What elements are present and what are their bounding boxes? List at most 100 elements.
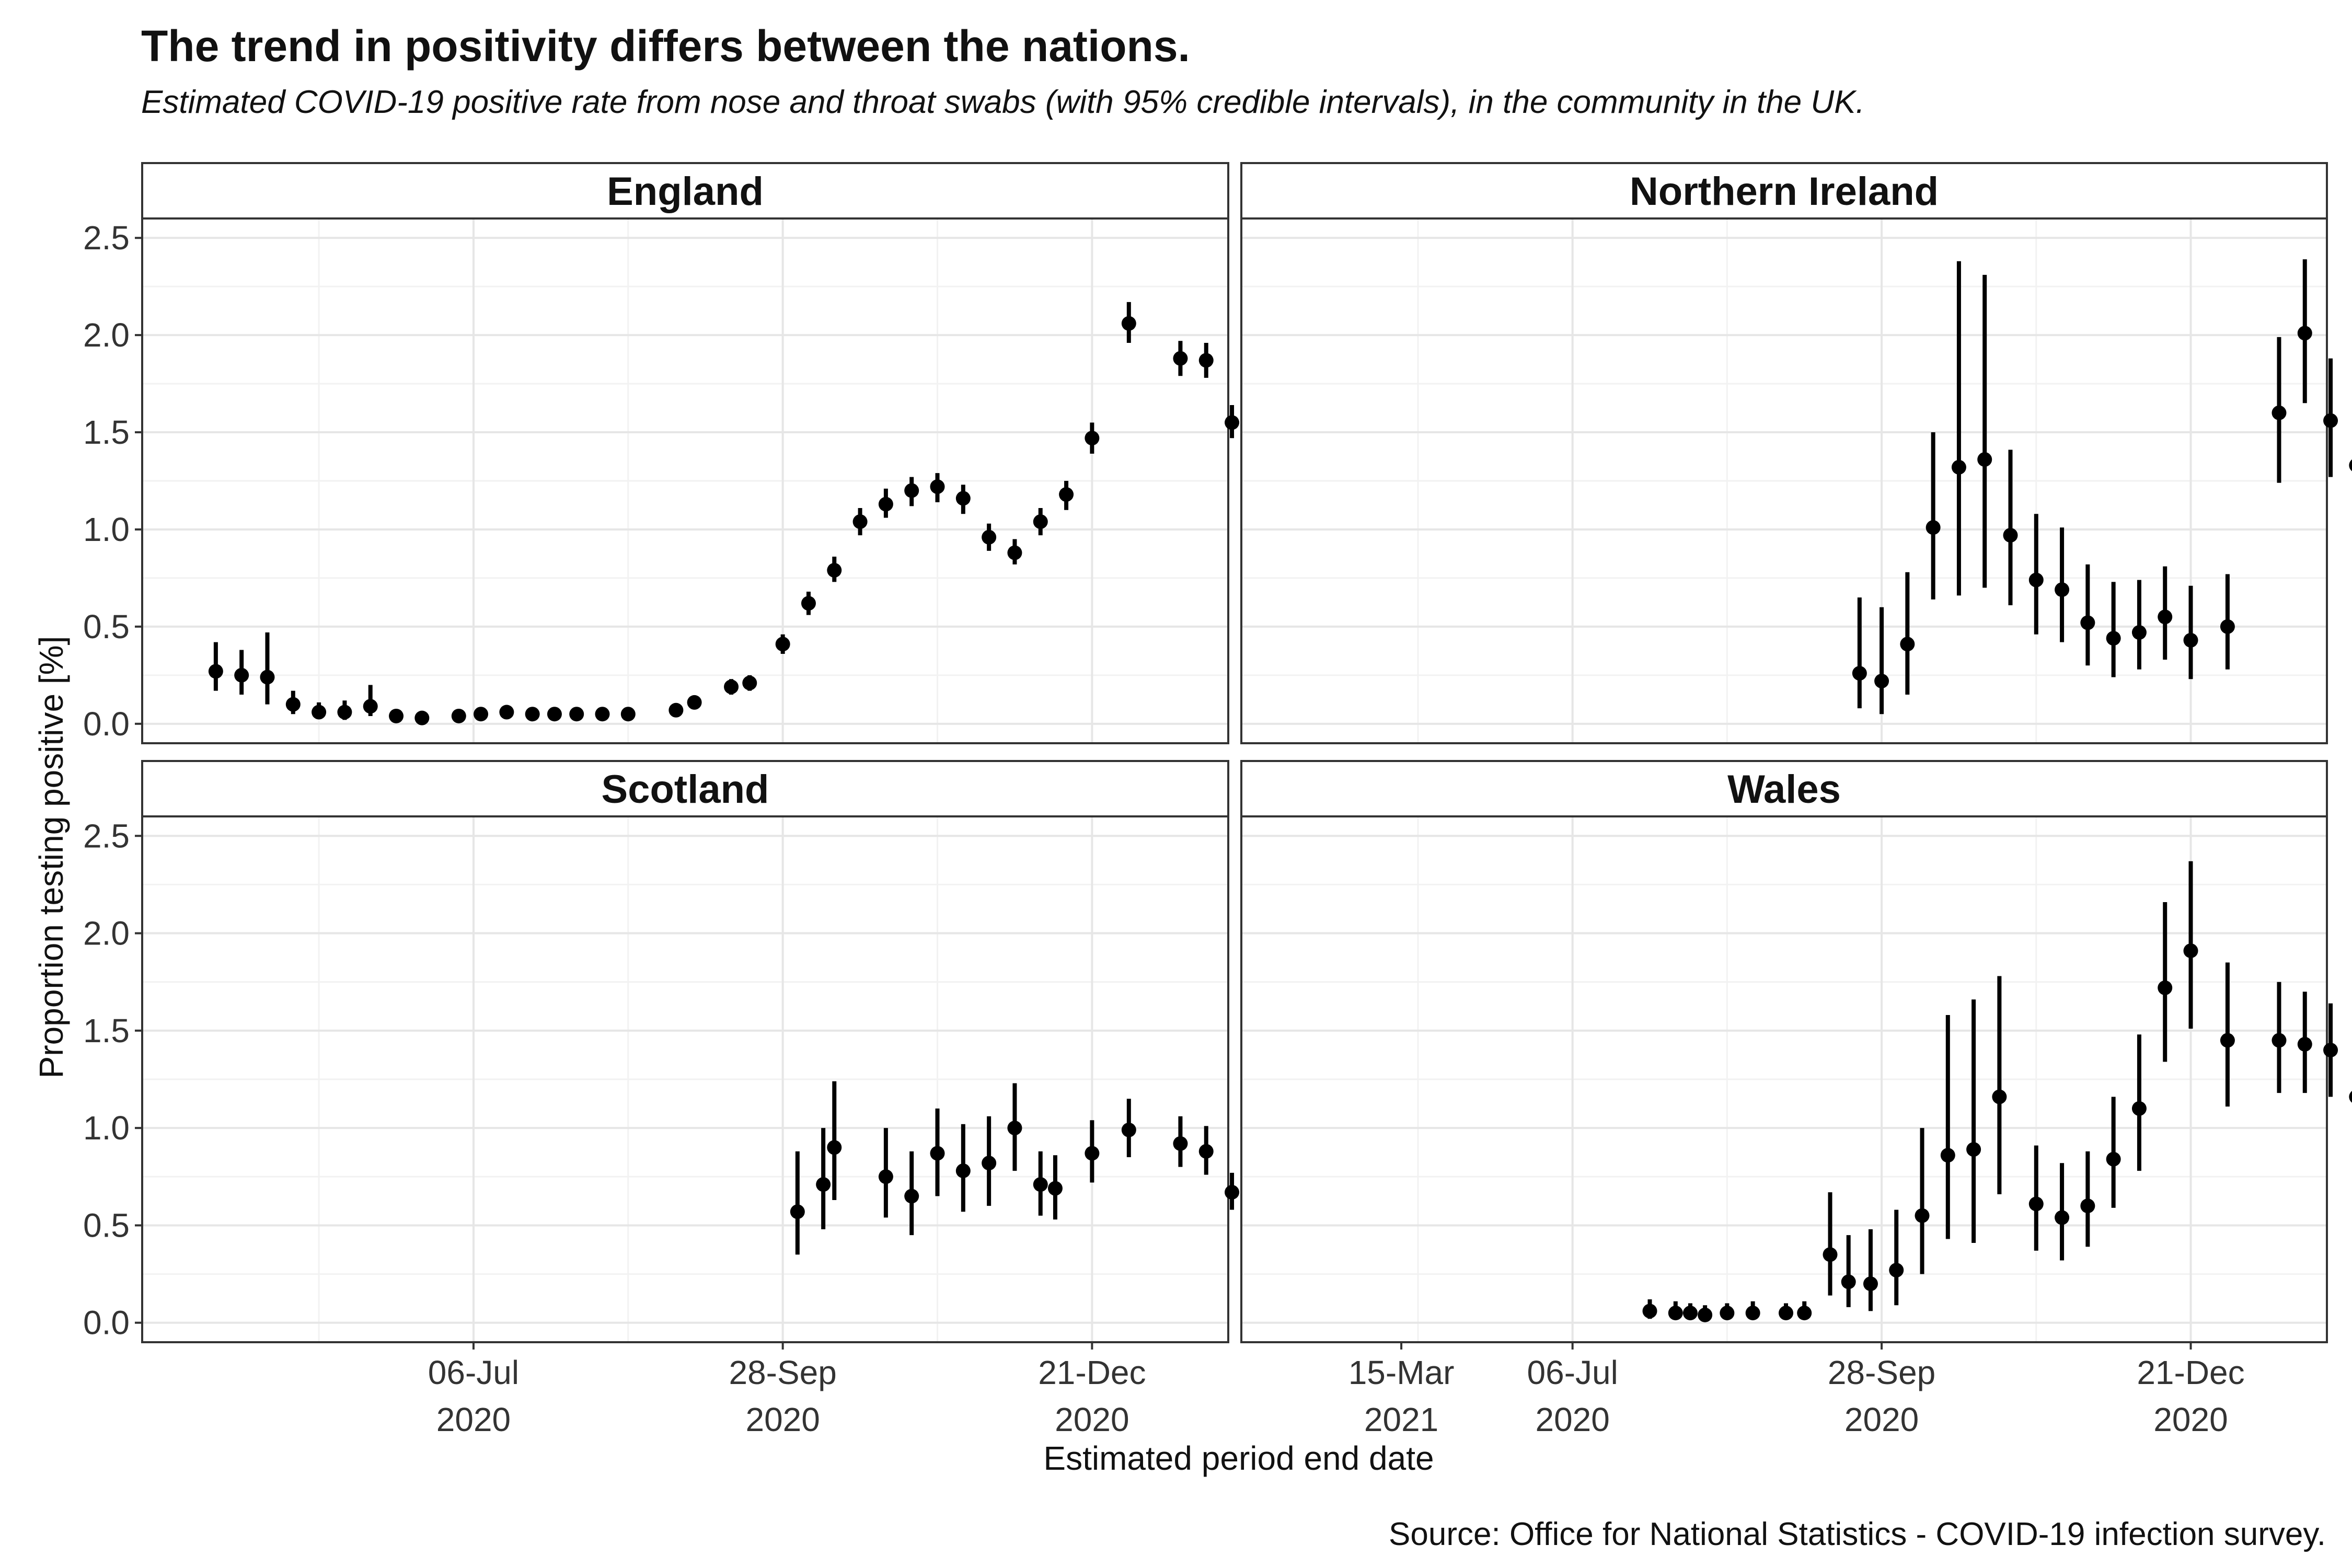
data-point [474,707,489,722]
panel-england: England 0.0 0.5 1.0 1.5 2.0 2.5 [83,162,1571,744]
data-point [2055,1210,2070,1225]
data-point [2297,1036,2312,1052]
data-point [620,707,636,722]
panel-northern-ireland: Northern Ireland [1240,162,2352,744]
data-point [1047,1181,1063,1196]
strip-label-wales: Wales [1727,767,1841,812]
data-point [1940,1148,1955,1163]
data-point [775,637,790,652]
y-tick-label: 1.5 [83,413,130,451]
x-tick-label: 2021 [1364,1401,1438,1438]
data-point [1059,487,1074,502]
x-tick-label: 06-Jul [1527,1354,1618,1391]
y-tick-label: 0.0 [83,705,130,743]
data-point [208,664,223,679]
data-point [1966,1142,1981,1157]
x-tick-label: 2020 [1055,1401,1129,1438]
data-point [1085,1146,1100,1161]
data-point [312,705,327,720]
chart-subtitle: Estimated COVID-19 positive rate from no… [141,84,1865,120]
data-point [1841,1274,1856,1289]
data-point [1823,1247,1838,1262]
strip-header [1240,162,2328,220]
data-point [930,1146,945,1161]
x-tick-label: 15-Mar [1348,1354,1455,1391]
data-point [1745,1306,1760,1321]
data-point [2131,625,2147,640]
data-point [547,707,562,722]
y-tick-label: 2.0 [83,915,130,952]
strip-header [141,760,1229,817]
data-point [827,1140,842,1155]
data-point [2003,528,2018,543]
data-point [668,702,684,718]
data-point [2272,1033,2287,1048]
data-point [1926,520,1941,535]
x-tick-label: 2020 [436,1401,511,1438]
data-point [2220,1033,2235,1048]
data-point [451,708,466,723]
data-point [1198,1144,1214,1159]
data-point [2028,572,2044,587]
x-tick-label: 28-Sep [729,1354,836,1391]
data-point [525,707,540,722]
data-point [742,675,757,690]
y-tick-label: 2.5 [83,219,130,257]
strip-header [141,162,1229,220]
data-point [1779,1306,1794,1321]
data-point [2220,619,2235,634]
data-point [878,497,893,512]
y-tick-label: 0.0 [83,1304,130,1342]
data-point [801,596,816,611]
data-point [687,695,702,710]
data-point [1900,637,1915,652]
data-point [2349,459,2352,471]
data-point [2080,615,2095,630]
x-tick-label: 06-Jul [428,1354,519,1391]
data-point [363,699,378,714]
y-tick-label: 2.5 [83,817,130,855]
data-point [1668,1306,1683,1321]
chart-title: The trend in positivity differs between … [141,21,1190,71]
data-point [1852,666,1867,681]
y-tick-label: 1.0 [83,1109,130,1147]
data-point [1033,1177,1048,1192]
strip-label-scotland: Scotland [602,767,769,812]
data-point [595,707,610,722]
data-point [2183,943,2198,959]
data-point [2028,1196,2044,1212]
data-point [260,670,275,685]
data-point [904,483,919,498]
data-point [2106,1151,2121,1167]
data-point [2106,631,2121,646]
y-tick-label: 1.0 [83,511,130,548]
data-point [2158,980,2173,995]
data-point [1007,545,1022,560]
x-tick-label: 21-Dec [2137,1354,2244,1391]
data-point [499,705,514,720]
data-point [1977,452,1992,467]
data-point [930,479,945,494]
data-point [1007,1121,1022,1136]
y-tick-label: 0.5 [83,1206,130,1244]
data-point [1033,514,1048,529]
x-axis-label: Estimated period end date [1043,1439,1434,1477]
data-point [955,1163,971,1179]
data-point [1698,1307,1713,1322]
data-point [2158,609,2173,625]
x-tick-label: 2020 [745,1401,820,1438]
source-note: Source: Office for National Statistics -… [1389,1516,2326,1552]
data-point [1863,1276,1878,1292]
data-point [1992,1089,2007,1104]
data-point [1173,1136,1188,1151]
data-point [2323,413,2338,428]
data-point [982,529,997,545]
data-point [1173,351,1188,366]
panel-wales: Wales 06-Jul 2020 28-Sep 2020 21-Dec 2020 15-Ma… [1240,760,2352,1438]
data-point [790,1204,805,1219]
data-point [878,1169,893,1184]
data-point [1121,1122,1136,1137]
data-point [1121,316,1136,331]
data-point [234,667,249,683]
